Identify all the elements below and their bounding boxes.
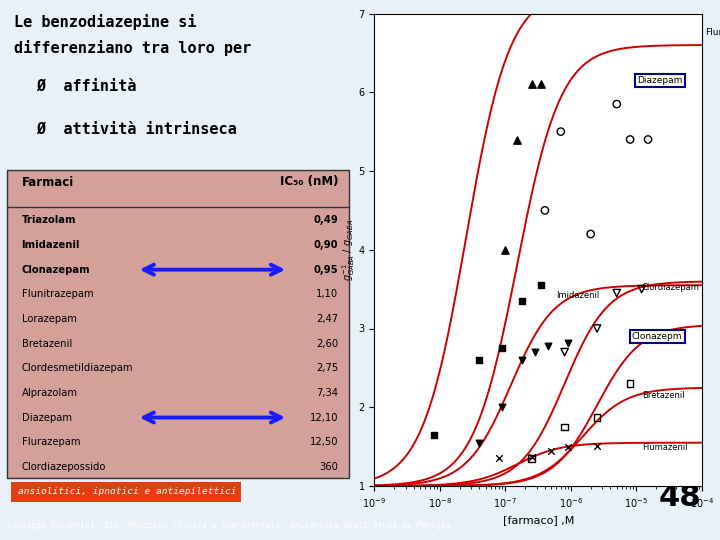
Point [585, 230, 596, 238]
Point [636, 285, 647, 293]
Point [428, 430, 439, 439]
Text: 12,10: 12,10 [310, 413, 338, 422]
Text: Ø  attività intrinseca: Ø attività intrinseca [36, 122, 237, 137]
Text: Flunitrazepam: Flunitrazepam [22, 289, 93, 299]
Point [497, 344, 508, 353]
Text: Le benzodiazepine si: Le benzodiazepine si [14, 14, 197, 30]
Point [624, 379, 636, 388]
Bar [11, 482, 241, 502]
Text: differenziano tra loro per: differenziano tra loro per [14, 40, 252, 57]
Point [546, 446, 557, 455]
Point [536, 281, 547, 289]
Bar [7, 170, 349, 478]
Point [624, 135, 636, 144]
Text: Imidazenil: Imidazenil [22, 240, 80, 250]
Point [539, 206, 551, 215]
Text: 2,47: 2,47 [316, 314, 338, 324]
Point [559, 423, 570, 431]
Text: Flurazepam: Flurazepam [22, 437, 80, 447]
Text: Farmaci: Farmaci [22, 176, 74, 188]
Point [529, 348, 541, 356]
Text: Clonazepam: Clonazepam [22, 265, 90, 275]
Point [542, 341, 554, 350]
Point [591, 324, 603, 333]
Point [562, 442, 574, 451]
Text: IC₅₀ (nM): IC₅₀ (nM) [280, 176, 338, 188]
Point [526, 454, 537, 463]
Text: ansiolitici, ipnotici e antiepilettici: ansiolitici, ipnotici e antiepilettici [18, 488, 236, 496]
Text: 1,10: 1,10 [316, 289, 338, 299]
Point [611, 100, 623, 109]
Text: Alprazolam: Alprazolam [22, 388, 78, 398]
Text: Flumazenil: Flumazenil [642, 443, 688, 453]
Text: Diazepam: Diazepam [637, 76, 683, 85]
Point [642, 135, 654, 144]
Point [591, 413, 603, 422]
Point [559, 348, 570, 356]
Text: 2,75: 2,75 [316, 363, 338, 373]
Point [474, 356, 485, 364]
Y-axis label: $g_{GABA}^{-1}$ / $g_{GABA}$: $g_{GABA}^{-1}$ / $g_{GABA}$ [341, 219, 357, 281]
Point [500, 245, 511, 254]
Point [516, 296, 528, 305]
Text: Clordiazepam: Clordiazepam [642, 283, 700, 292]
Text: 12,50: 12,50 [310, 437, 338, 447]
Point [536, 80, 547, 89]
Point [555, 127, 567, 136]
Text: Clordiazepossido: Clordiazepossido [22, 462, 106, 472]
Text: 360: 360 [320, 462, 338, 472]
Point [516, 356, 528, 364]
X-axis label: [farmaco] ,M: [farmaco] ,M [503, 515, 574, 525]
Text: Clonazepm: Clonazepm [631, 332, 683, 341]
Text: 7,34: 7,34 [316, 388, 338, 398]
Text: Flunitrazepam: Flunitrazepam [706, 28, 720, 37]
Text: Clordesmetildiazepam: Clordesmetildiazepam [22, 363, 133, 373]
Text: 48: 48 [658, 483, 701, 512]
Text: 0,49: 0,49 [314, 215, 338, 225]
Point [497, 403, 508, 411]
Text: Triazolam: Triazolam [22, 215, 76, 225]
Point [591, 442, 603, 450]
Text: 2,60: 2,60 [316, 339, 338, 349]
Text: Lorazepam: Lorazepam [22, 314, 76, 324]
Text: Giuseppe Nocentini, Dip. Medicina Clinica e Sperimentale, Università degli Studi: Giuseppe Nocentini, Dip. Medicina Clinic… [7, 521, 451, 530]
Point [526, 80, 537, 89]
Text: 0,90: 0,90 [314, 240, 338, 250]
Text: Bretazenil: Bretazenil [22, 339, 72, 349]
Point [474, 438, 485, 447]
Text: 0,95: 0,95 [314, 265, 338, 275]
Text: Bretazenil: Bretazenil [642, 392, 684, 401]
Point [493, 454, 505, 463]
Text: Imidazenil: Imidazenil [557, 291, 600, 300]
Text: Diazepam: Diazepam [22, 413, 71, 422]
Point [526, 453, 537, 461]
Point [562, 339, 574, 347]
Point [611, 289, 623, 298]
Text: Ø  affinità: Ø affinità [36, 78, 136, 93]
Point [511, 135, 523, 144]
